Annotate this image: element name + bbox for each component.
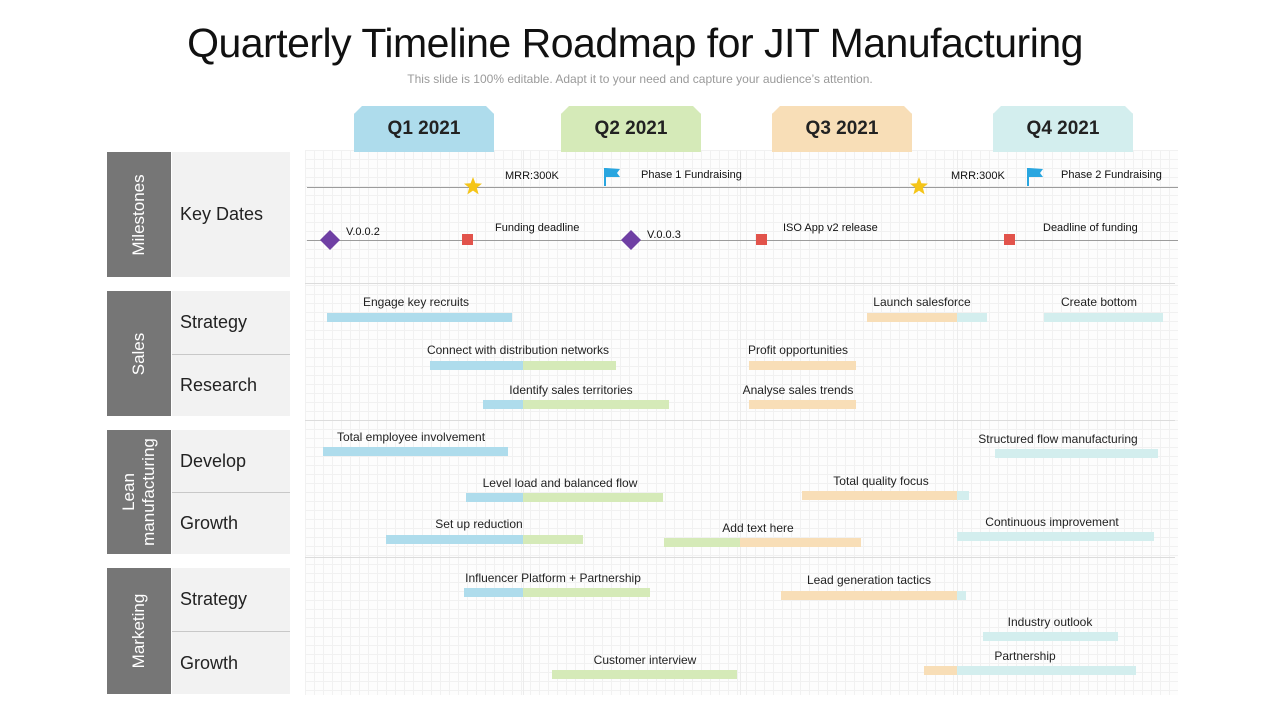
task-bar (466, 493, 663, 502)
task-label: Profit opportunities (747, 343, 849, 357)
page-subtitle: This slide is 100% editable. Adapt it to… (407, 72, 873, 86)
task-bar (552, 670, 737, 679)
task-bar (483, 400, 669, 409)
task-bar (327, 313, 512, 322)
milestone-label: Phase 2 Fundraising (1061, 169, 1162, 181)
quarter-header-q4: Q4 2021 (993, 106, 1133, 152)
task-bar (323, 447, 508, 456)
milestone-track (307, 187, 1178, 188)
task-label: Lead generation tactics (806, 573, 932, 587)
quarter-header-q1: Q1 2021 (354, 106, 494, 152)
task-label: Industry outlook (1007, 615, 1093, 629)
task-label: Level load and balanced flow (482, 476, 638, 490)
quarter-divider (523, 150, 524, 695)
flag-icon (604, 168, 620, 186)
flag-icon (1027, 168, 1043, 186)
category-milestones: Milestones (107, 152, 171, 277)
task-bar (464, 588, 650, 597)
milestone-label: Deadline of funding (1043, 222, 1138, 234)
task-label: Influencer Platform + Partnership (465, 571, 641, 585)
task-label: Connect with distribution networks (426, 343, 610, 357)
task-bar (430, 361, 616, 370)
milestone-label: Funding deadline (495, 222, 580, 234)
row-label-lean-develop: Develop (172, 430, 290, 492)
quarter-divider (740, 150, 741, 695)
task-label: Analyse sales trends (742, 383, 854, 397)
task-label: Add text here (722, 521, 794, 535)
task-bar (781, 591, 966, 600)
task-label: Total quality focus (833, 474, 929, 488)
task-bar (924, 666, 1136, 675)
milestone-label: MRR:300K (951, 170, 1005, 182)
task-label: Identify sales territories (509, 383, 633, 397)
task-label: Customer interview (593, 653, 697, 667)
task-bar (749, 361, 856, 370)
row-label-sales-strategy: Strategy (172, 291, 290, 354)
task-bar (386, 535, 583, 544)
milestone-label: V.0.0.2 (346, 226, 380, 238)
section-separator (305, 420, 1175, 421)
category-lean-manufacturing: Lean manufacturing (107, 430, 171, 554)
row-label-marketing-growth: Growth (172, 632, 290, 694)
category-label: Sales (129, 332, 148, 375)
task-label: Total employee involvement (336, 430, 486, 444)
diamond-icon (621, 230, 641, 250)
task-bar (957, 532, 1154, 541)
category-sales: Sales (107, 291, 171, 416)
row-divider (172, 631, 290, 632)
quarter-header-q2: Q2 2021 (561, 106, 701, 152)
milestone-label: Phase 1 Fundraising (641, 169, 742, 181)
task-label: Set up reduction (435, 517, 523, 531)
category-label: Marketing (129, 593, 148, 669)
task-bar (983, 632, 1118, 641)
row-label-lean-growth: Growth (172, 493, 290, 554)
row-divider (172, 492, 290, 493)
task-bar (664, 538, 861, 547)
category-marketing: Marketing (107, 568, 171, 694)
section-separator (305, 557, 1175, 558)
diamond-icon (320, 230, 340, 250)
category-label: Milestones (129, 173, 148, 256)
square-marker-icon (756, 234, 767, 245)
task-label: Launch salesforce (873, 295, 971, 309)
milestone-label: MRR:300K (505, 170, 559, 182)
row-divider (172, 354, 290, 355)
task-bar (867, 313, 987, 322)
row-label-key-dates: Key Dates (172, 152, 290, 277)
row-label-sales-research: Research (172, 355, 290, 416)
section-separator (305, 283, 1175, 284)
task-label: Engage key recruits (362, 295, 470, 309)
page-title: Quarterly Timeline Roadmap for JIT Manuf… (187, 20, 1083, 66)
square-marker-icon (1004, 234, 1015, 245)
quarter-header-q3: Q3 2021 (772, 106, 912, 152)
task-bar (995, 449, 1158, 458)
task-bar (1044, 313, 1163, 322)
quarter-divider (957, 150, 958, 695)
task-label: Create bottom (1060, 295, 1138, 309)
task-label: Continuous improvement (985, 515, 1119, 529)
task-bar (802, 491, 969, 500)
task-label: Partnership (994, 649, 1056, 663)
task-bar (749, 400, 856, 409)
row-label-marketing-strategy: Strategy (172, 568, 290, 631)
task-label: Structured flow manufacturing (978, 432, 1138, 446)
star-icon (464, 177, 482, 195)
milestone-track (307, 240, 1178, 241)
milestone-label: V.0.0.3 (647, 229, 681, 241)
milestone-label: ISO App v2 release (783, 222, 878, 234)
square-marker-icon (462, 234, 473, 245)
category-label: Lean manufacturing (119, 438, 158, 546)
star-icon (910, 177, 928, 195)
